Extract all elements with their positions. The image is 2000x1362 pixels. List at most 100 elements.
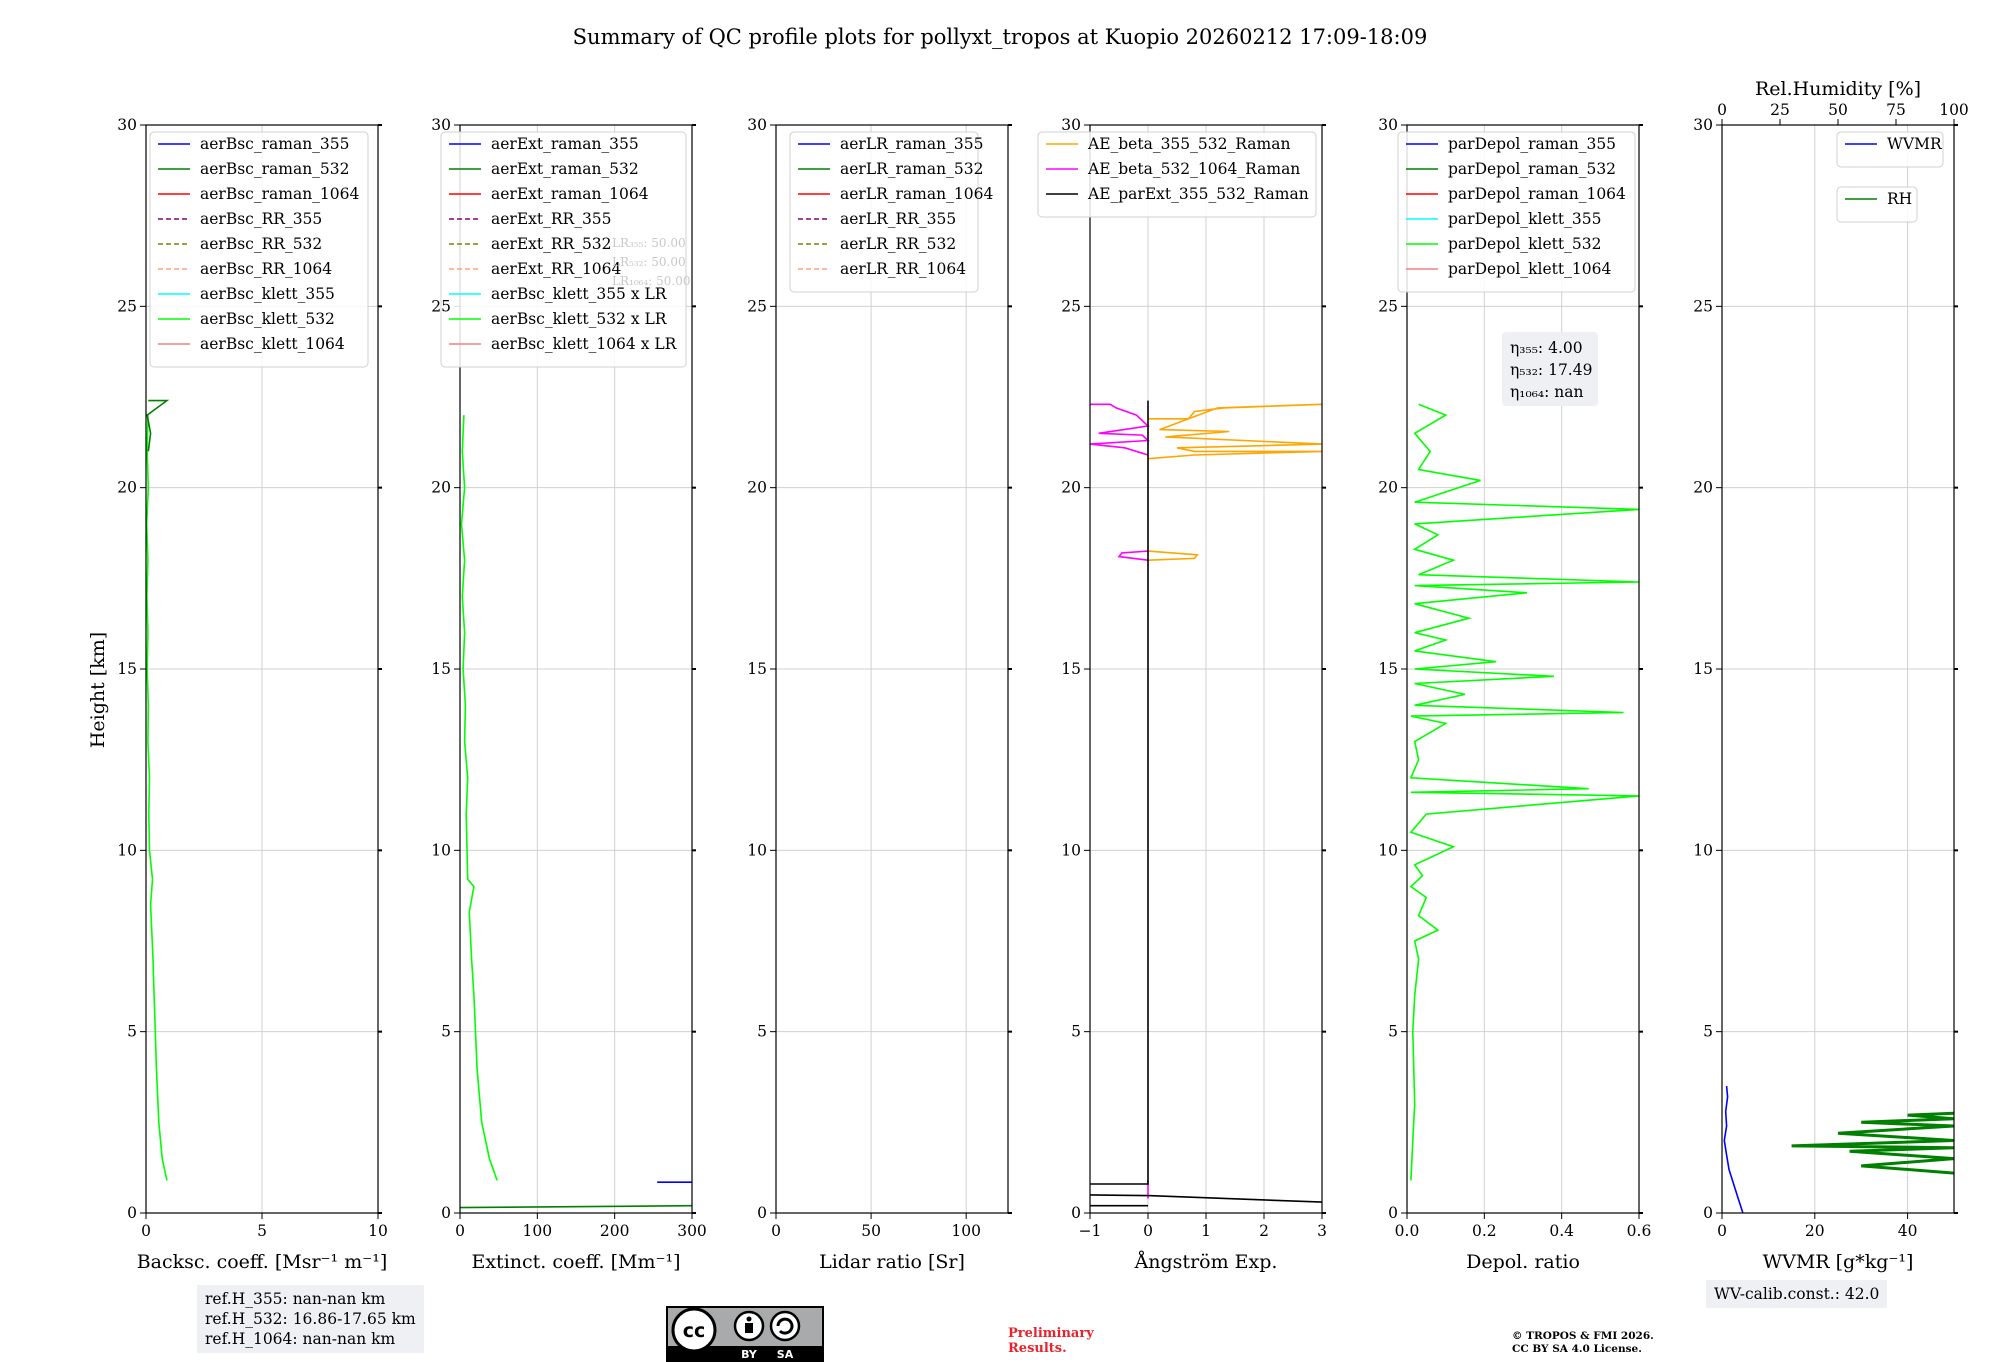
y-tick-label: 5 — [1388, 1023, 1398, 1041]
y-tick-label: 10 — [1693, 841, 1713, 859]
series-line-aerBsc_klett_532 x LR — [460, 415, 498, 1181]
eta-box — [1502, 332, 1598, 406]
x-tick-label: 100 — [951, 1222, 981, 1240]
legend-bsc-box — [149, 131, 369, 368]
y-tick-label: 0 — [1388, 1204, 1398, 1222]
legend2-wv-box — [1836, 186, 1918, 223]
legend-label: aerBsc_klett_355 x LR — [491, 285, 668, 303]
y-tick-label: 0 — [127, 1204, 137, 1222]
legend-label: aerExt_RR_532 — [491, 235, 612, 253]
eta-value: η₁₀₆₄: nan — [1510, 383, 1584, 401]
y-tick-label: 10 — [1061, 841, 1081, 859]
cc-badge-text: cc — [683, 1320, 706, 1342]
x-tick-label: 0.6 — [1627, 1222, 1652, 1240]
reference-height-box: ref.H_355: nan-nan km ref.H_532: 16.86-1… — [197, 1285, 424, 1353]
legend-label: AE_beta_355_532_Raman — [1087, 135, 1290, 153]
x-axis-label: Lidar ratio [Sr] — [819, 1251, 965, 1273]
x-tick-label: 0 — [141, 1222, 151, 1240]
preliminary-line-2: Results. — [1008, 1341, 1067, 1356]
legend-ext-box — [440, 131, 687, 368]
subplot-ext — [440, 124, 696, 1219]
legend-label: parDepol_raman_1064 — [1448, 185, 1626, 203]
top-tick-label: 75 — [1886, 101, 1906, 119]
legend-depol-box — [1397, 131, 1636, 293]
legend-wv-box — [1836, 131, 1944, 168]
series-group-wv — [1723, 1086, 1954, 1213]
legend-label: aerLR_raman_1064 — [840, 185, 993, 203]
y-tick-label: 20 — [431, 479, 451, 497]
legend-lr-box — [789, 131, 979, 293]
legend-label: aerBsc_raman_532 — [200, 160, 350, 178]
preliminary-line-1: Preliminary — [1008, 1326, 1094, 1341]
legend-ae-box — [1037, 131, 1317, 218]
legend-label: aerBsc_RR_355 — [200, 210, 322, 228]
sa-icon-arrow — [776, 1317, 794, 1335]
y-tick-label: 5 — [441, 1023, 451, 1041]
x-tick-label: 0.4 — [1549, 1222, 1574, 1240]
y-tick-label: 10 — [117, 841, 137, 859]
top-tick-label: 25 — [1770, 101, 1790, 119]
legend-label: WVMR — [1887, 135, 1943, 153]
series-group-depol — [1409, 403, 1639, 1181]
x-tick-label: 3 — [1317, 1222, 1327, 1240]
copyright-line-2: CC BY SA 4.0 License. — [1512, 1343, 1642, 1355]
x-tick-label: 0.2 — [1472, 1222, 1497, 1240]
subplot-lr — [770, 124, 1012, 1219]
y-tick-label: 5 — [757, 1023, 767, 1041]
y-tick-label: 20 — [1378, 479, 1398, 497]
legend-label: aerBsc_klett_532 x LR — [491, 310, 668, 328]
x-tick-label: 200 — [600, 1222, 630, 1240]
lr-note: LR₃₅₅: 50.00 — [612, 236, 686, 250]
y-tick-label: 20 — [117, 479, 137, 497]
subplot-ae — [1037, 124, 1326, 1219]
top-tick-label: 0 — [1717, 101, 1727, 119]
wv-calibration-constant: WV-calib.const.: 42.0 — [1714, 1285, 1880, 1303]
legend-label: aerLR_raman_355 — [840, 135, 983, 153]
series-group-ext — [460, 415, 692, 1209]
legend-label: aerLR_RR_1064 — [840, 260, 966, 278]
x-tick-label: 40 — [1898, 1222, 1918, 1240]
series-line-AE_beta_355_532_Raman — [1147, 550, 1199, 561]
y-tick-label: 25 — [1061, 297, 1081, 315]
y-tick-label: 25 — [1693, 297, 1713, 315]
legend-label: parDepol_klett_532 — [1448, 235, 1601, 253]
y-tick-label: 15 — [1378, 660, 1398, 678]
y-tick-label: 30 — [1693, 116, 1713, 134]
figure-title: Summary of QC profile plots for pollyxt_… — [573, 25, 1428, 49]
series-line-AE_parExt_355_532_Raman — [1090, 1194, 1322, 1203]
y-tick-label: 0 — [441, 1204, 451, 1222]
x-tick-label: 0 — [771, 1222, 781, 1240]
y-tick-label: 15 — [1061, 660, 1081, 678]
legend-label: aerLR_RR_355 — [840, 210, 956, 228]
y-tick-label: 30 — [1378, 116, 1398, 134]
legend-label: AE_parExt_355_532_Raman — [1087, 185, 1309, 203]
y-tick-label: 15 — [117, 660, 137, 678]
legend-label: RH — [1887, 190, 1912, 208]
ref-height-1064: ref.H_1064: nan-nan km — [205, 1330, 396, 1348]
x-tick-label: 20 — [1805, 1222, 1825, 1240]
x-tick-label: 2 — [1259, 1222, 1269, 1240]
x-axis-label: Backsc. coeff. [Msr⁻¹ m⁻¹] — [137, 1251, 388, 1273]
legend-label: aerLR_raman_532 — [840, 160, 983, 178]
legend-label: aerExt_raman_532 — [491, 160, 639, 178]
series-line-aerBsc_klett_532 — [146, 415, 168, 1181]
top-tick-label: 50 — [1828, 101, 1848, 119]
legend-label: aerExt_raman_1064 — [491, 185, 649, 203]
y-tick-label: 10 — [431, 841, 451, 859]
series-line-AE_beta_532_1064_Raman — [1117, 550, 1149, 561]
legend-label: aerBsc_klett_1064 x LR — [491, 335, 678, 353]
by-icon-head — [746, 1316, 752, 1322]
x-tick-label: 0 — [1143, 1222, 1153, 1240]
y-tick-label: 5 — [1703, 1023, 1713, 1041]
series-line-AE_beta_532_1064_Raman — [1090, 403, 1150, 456]
copyright-note: © TROPOS & FMI 2026. CC BY SA 4.0 Licens… — [1512, 1330, 1654, 1356]
x-axis-label: Extinct. coeff. [Mm⁻¹] — [471, 1251, 680, 1273]
x-tick-label: 50 — [861, 1222, 881, 1240]
series-line-AE_parExt_355_532_Raman — [1090, 400, 1149, 1185]
legend-label: parDepol_klett_355 — [1448, 210, 1601, 228]
x-axis-label: Depol. ratio — [1466, 1251, 1580, 1273]
eta-value: η₅₃₂: 17.49 — [1510, 361, 1592, 379]
x-tick-label: 0 — [1717, 1222, 1727, 1240]
legend-label: aerBsc_klett_355 — [200, 285, 335, 303]
